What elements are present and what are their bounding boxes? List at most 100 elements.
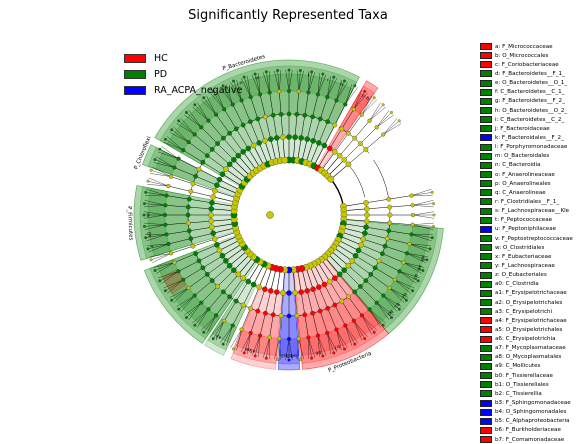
- tree-node-51-2: [189, 236, 193, 240]
- taxa-legend-item: b2: C_Tissierellia: [480, 389, 576, 398]
- taxa-legend-item: t: F_Peptococcaceae: [480, 216, 576, 225]
- tree-node-53-2: [186, 221, 190, 225]
- taxa-legend-label: b2: C_Tissierellia: [495, 391, 542, 397]
- tree-node-55-3: [163, 203, 167, 207]
- taxa-legend-item: f: C_Bacteroidetes__C_1_: [480, 88, 576, 97]
- tree-node-35-1: [280, 290, 285, 295]
- taxa-legend-label: n: C_Bacteroidia: [495, 162, 541, 168]
- tree-node-72-3: [268, 91, 272, 95]
- taxa-legend-swatch: [480, 144, 492, 151]
- tree-node-11-2: [364, 147, 368, 151]
- taxa-legend-swatch: [480, 381, 492, 388]
- taxa-legend-item: o: F_Anaerolineaceae: [480, 170, 576, 179]
- tree-node-19-2: [380, 251, 384, 255]
- tree-node-72-2: [271, 113, 275, 117]
- tree-node-19-1: [358, 242, 363, 247]
- tree-node-29-3: [335, 328, 339, 332]
- taxa-legend-label: a2: O_Erysipelotrichales: [495, 300, 562, 306]
- branch-leaf-11-2: [383, 123, 401, 134]
- branch-leaf-9-1: [370, 105, 384, 121]
- leaf-node-19: [422, 269, 425, 272]
- tree-node-15-3: [411, 223, 415, 227]
- tree-node-32-2: [303, 313, 307, 317]
- tree-node-57-3: [167, 184, 171, 188]
- leaf-node-63: [177, 120, 180, 123]
- taxa-legend-item: w: O_Clostridiales: [480, 243, 576, 252]
- tree-node-2-1: [299, 135, 304, 140]
- taxa-legend-item: i: C_Bacteroidetes__C_2_: [480, 115, 576, 124]
- leaf-node-4: [333, 76, 336, 79]
- taxa-legend-swatch: [480, 317, 492, 324]
- tree-node-69-1: [257, 140, 262, 145]
- tree-node-42-1: [241, 276, 246, 281]
- taxa-legend-swatch: [480, 226, 492, 233]
- taxa-legend-label: a6: C_Erysipelotrichia: [495, 336, 556, 342]
- taxa-legend-item: a9: C_Mollicutes: [480, 362, 576, 371]
- tree-node-49-3: [173, 261, 177, 265]
- taxa-legend-swatch: [480, 363, 492, 370]
- branch-leaf-11-0: [383, 118, 397, 134]
- leaf-node-65: [194, 103, 197, 106]
- tree-node-73-0: [281, 157, 287, 163]
- legend-item-pd[interactable]: PD: [124, 66, 242, 82]
- tree-node-20-1: [356, 248, 361, 253]
- taxa-legend-item: b: O_Micrococcales: [480, 51, 576, 60]
- taxa-legend-label: r: F_Clostridiales__F_1_: [495, 199, 559, 205]
- tree-node-13-1: [364, 206, 369, 211]
- tree-node-47-1: [220, 253, 225, 258]
- taxa-legend-item: a8: O_Mycoplasmatales: [480, 353, 576, 362]
- tree-node-4-2: [318, 117, 322, 121]
- tree-node-12-3: [410, 194, 414, 198]
- tree-node-59-1: [214, 183, 219, 188]
- leaf-node-58: [150, 169, 153, 172]
- legend-item-ra[interactable]: RA_ACPA_negative: [124, 82, 242, 98]
- tree-node-56-2: [187, 197, 191, 201]
- taxa-legend-swatch: [480, 61, 492, 68]
- tree-node-66-2: [227, 131, 231, 135]
- tree-node-59-2: [193, 174, 197, 178]
- leaf-node-28: [354, 343, 357, 346]
- tree-node-47-2: [201, 266, 205, 270]
- tree-node-48-2: [197, 259, 201, 263]
- tree-node-51-1: [211, 231, 216, 236]
- leaf-node-54: [143, 214, 146, 217]
- taxa-legend-label: a7: F_Mycoplasmataceae: [495, 345, 566, 351]
- leaf-node-21: [411, 289, 414, 292]
- taxa-legend-label: e: O_Bacteroidetes__O_1_: [495, 80, 567, 86]
- tree-node-29-2: [325, 306, 329, 310]
- tree-node-63-2: [210, 147, 214, 151]
- tree-node-42-3: [214, 313, 218, 317]
- tree-node-69-2: [248, 119, 252, 123]
- leaf-node-50: [150, 259, 153, 262]
- taxa-legend-item: z: O_Eubacteriales: [480, 271, 576, 280]
- tree-node-26-3: [360, 313, 364, 317]
- tree-node-39-2: [248, 306, 252, 310]
- tree-node-41-3: [222, 319, 226, 323]
- taxa-legend-swatch: [480, 409, 492, 416]
- taxa-legend-label: x: F_Eubacteriaceae: [495, 254, 551, 260]
- tree-node-13-2: [387, 205, 391, 209]
- taxa-legend-swatch: [480, 43, 492, 50]
- leaf-node-61: [164, 138, 167, 141]
- tree-node-64-2: [215, 141, 219, 145]
- leaf-node-44: [185, 316, 188, 319]
- taxa-legend-item: s: F_Lachnospiraceae__Kle: [480, 207, 576, 216]
- taxa-legend-swatch: [480, 390, 492, 397]
- taxa-legend-label: q: C_Anaerolineae: [495, 190, 546, 196]
- tree-node-41-2: [234, 299, 238, 303]
- taxa-legend-item: m: O_Bacteroidales: [480, 152, 576, 161]
- taxa-legend-item: a6: C_Erysipelotrichia: [480, 335, 576, 344]
- legend-item-hc[interactable]: HC: [124, 50, 242, 66]
- leaf-node-56: [144, 191, 147, 194]
- tree-node-17-3: [408, 242, 412, 246]
- leaf-node-29: [343, 348, 346, 351]
- tree-node-33-2: [295, 313, 299, 317]
- leaf-node-60: [159, 148, 162, 151]
- tree-node-10-2: [358, 141, 362, 145]
- taxa-legend-label: a1: F_Erysipelotrichaceae: [495, 290, 567, 296]
- tree-node-28-1: [322, 282, 327, 287]
- tree-node-58-1: [212, 188, 217, 193]
- taxa-legend-label: y: F_Lachnospiraceae: [495, 263, 555, 269]
- tree-node-43-1: [236, 272, 241, 277]
- leaf-node-33: [299, 358, 302, 361]
